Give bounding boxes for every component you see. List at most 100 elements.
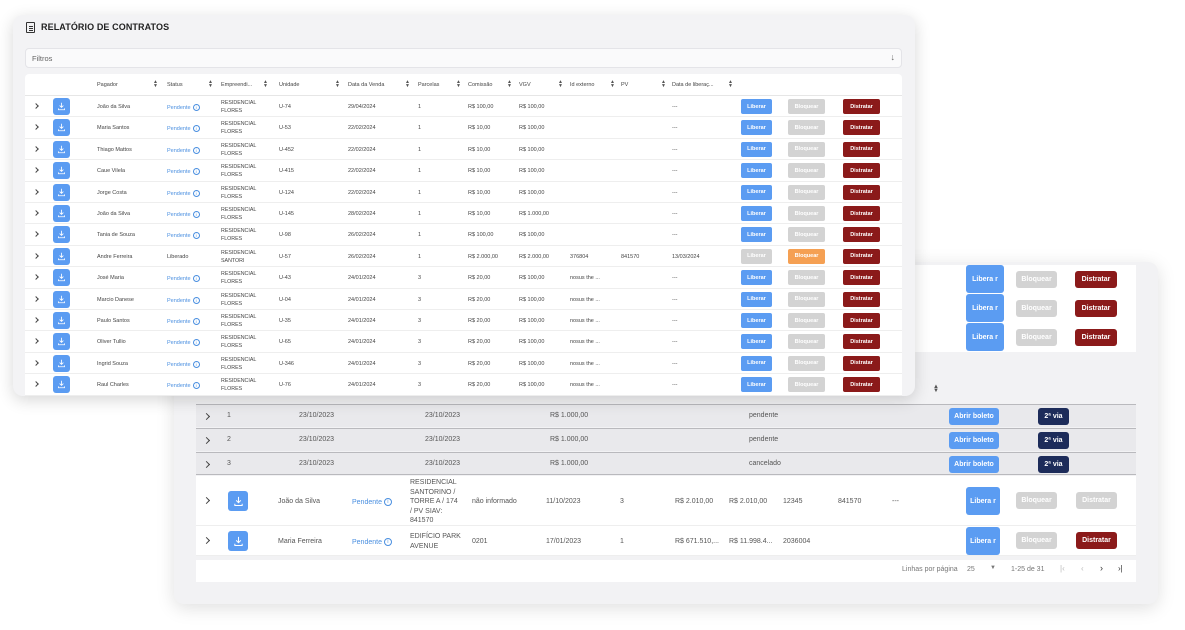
distratar-button[interactable]: Distratar xyxy=(843,291,880,307)
caret-down-icon[interactable]: ▼ xyxy=(990,565,996,571)
liberar-button[interactable]: Liberar xyxy=(741,355,772,371)
bloquear-button[interactable]: Bloquear xyxy=(788,163,825,179)
info-icon[interactable]: i xyxy=(192,125,200,133)
sort-icon[interactable]: ▲ ▼ xyxy=(933,384,939,394)
liberar-button[interactable]: Libera r xyxy=(966,294,1004,322)
download-button[interactable] xyxy=(53,98,70,115)
second-copy-button[interactable]: 2ª via xyxy=(1038,432,1069,449)
bloquear-button[interactable]: Bloquear xyxy=(788,270,825,286)
table-row[interactable]: Marcio Danese Pendente i RESIDENCIAL FLORES U… xyxy=(25,289,902,310)
bloquear-button[interactable]: Bloquear xyxy=(1016,271,1057,288)
column-header[interactable]: Parcelas xyxy=(418,82,440,88)
download-button[interactable] xyxy=(228,531,248,551)
liberar-button[interactable]: Libera r xyxy=(966,487,1000,515)
liberar-button[interactable]: Liberar xyxy=(741,99,772,114)
distratar-button[interactable]: Distratar xyxy=(843,227,880,243)
info-icon[interactable]: i xyxy=(192,146,200,154)
sort-icon[interactable]: ▲ ▼ xyxy=(208,79,213,89)
bloquear-button[interactable]: Bloquear xyxy=(788,334,825,350)
chevron-right-icon[interactable] xyxy=(33,231,39,238)
distratar-button[interactable]: Distratar xyxy=(1076,532,1117,549)
contract-row[interactable]: João da Silva Pendente i RESIDENCIAL SANT… xyxy=(196,476,1136,526)
table-row[interactable]: Tania de Souza Pendente i RESIDENCIAL FLORES… xyxy=(25,224,902,246)
table-row[interactable]: Ingrid Souza Pendente i RESIDENCIAL FLORES U-… xyxy=(25,353,902,375)
info-icon[interactable]: i xyxy=(192,360,200,368)
info-icon[interactable]: i xyxy=(192,104,200,111)
table-row[interactable]: Paulo Santos Pendente i RESIDENCIAL FLORES U-… xyxy=(25,310,902,332)
info-icon[interactable]: i xyxy=(192,211,200,218)
info-icon[interactable]: i xyxy=(192,275,200,283)
distratar-button[interactable]: Distratar xyxy=(843,355,880,371)
chevron-right-icon[interactable] xyxy=(202,412,211,421)
column-header[interactable]: Comissão xyxy=(468,82,493,88)
chevron-right-icon[interactable] xyxy=(33,295,39,302)
column-header[interactable]: Data de liberaç... xyxy=(672,82,714,88)
column-header[interactable]: Data da Venda xyxy=(348,82,385,88)
liberar-button[interactable]: Libera r xyxy=(966,527,1000,555)
download-button[interactable] xyxy=(53,140,70,158)
liberar-button[interactable]: Libera r xyxy=(966,323,1004,351)
liberar-button[interactable]: Liberar xyxy=(741,227,772,243)
column-header[interactable]: PV xyxy=(621,82,629,88)
bloquear-button[interactable]: Bloquear xyxy=(788,120,825,136)
download-button[interactable] xyxy=(53,376,70,394)
info-icon[interactable]: i xyxy=(383,538,392,546)
sort-icon[interactable]: ▲ ▼ xyxy=(153,79,158,89)
sort-icon[interactable]: ▲ ▼ xyxy=(405,79,410,89)
column-header[interactable]: Pagador xyxy=(97,82,118,88)
filters-toggle[interactable]: Filtros ↓ xyxy=(25,48,902,68)
download-button[interactable] xyxy=(53,226,70,244)
bloquear-button[interactable]: Bloquear xyxy=(788,99,825,114)
distratar-button[interactable]: Distratar xyxy=(1076,492,1117,509)
sort-icon[interactable]: ▲ ▼ xyxy=(507,79,512,89)
column-header[interactable]: Id externo xyxy=(570,82,595,88)
distratar-button[interactable]: Distratar xyxy=(843,313,880,328)
arrow-down-icon[interactable]: ↓ xyxy=(890,52,896,62)
distratar-button[interactable]: Distratar xyxy=(843,377,880,393)
download-button[interactable] xyxy=(53,247,70,265)
column-header[interactable]: Status xyxy=(167,82,183,88)
installment-row[interactable]: 1 23/10/2023 23/10/2023 R$ 1.000,00 pend… xyxy=(196,404,1136,427)
bloquear-button[interactable]: Bloquear xyxy=(1016,300,1057,317)
liberar-button[interactable]: Liberar xyxy=(741,377,772,393)
bloquear-button[interactable]: Bloquear xyxy=(1016,532,1057,549)
bloquear-button[interactable]: Bloquear xyxy=(788,355,825,371)
distratar-button[interactable]: Distratar xyxy=(843,206,880,221)
chevron-right-icon[interactable] xyxy=(202,436,211,445)
distratar-button[interactable]: Distratar xyxy=(843,120,880,136)
next-page-icon[interactable]: › xyxy=(1100,563,1103,573)
liberar-button[interactable]: Liberar xyxy=(741,206,772,221)
bloquear-button[interactable]: Bloquear xyxy=(788,377,825,393)
distratar-button[interactable]: Distratar xyxy=(843,99,880,114)
bloquear-button[interactable]: Bloquear xyxy=(1016,329,1057,346)
sort-icon[interactable]: ▲ ▼ xyxy=(610,79,615,89)
column-header[interactable]: VGV xyxy=(519,82,531,88)
liberar-button[interactable]: Liberar xyxy=(741,141,772,157)
bloquear-button[interactable]: Bloquear xyxy=(788,227,825,243)
distratar-button[interactable]: Distratar xyxy=(843,184,880,200)
info-icon[interactable]: i xyxy=(192,189,200,197)
table-row[interactable]: Caue Vilela Pendente i RESIDENCIAL FLORES U-4… xyxy=(25,160,902,182)
liberar-button[interactable]: Libera r xyxy=(966,265,1004,293)
table-row[interactable]: João da Silva Pendente i RESIDENCIAL FLORES U… xyxy=(25,203,902,225)
first-page-icon[interactable]: |‹ xyxy=(1060,564,1065,573)
distratar-button[interactable]: Distratar xyxy=(843,248,880,264)
chevron-right-icon[interactable] xyxy=(33,274,39,281)
chevron-right-icon[interactable] xyxy=(33,124,39,131)
chevron-right-icon[interactable] xyxy=(202,460,211,469)
download-button[interactable] xyxy=(53,290,70,308)
column-header[interactable]: Empreendi... xyxy=(221,82,253,88)
bloquear-button[interactable]: Bloquear xyxy=(788,313,825,328)
table-row[interactable]: João da Silva Pendente i RESIDENCIAL FLORES U… xyxy=(25,96,902,118)
sort-icon[interactable]: ▲ ▼ xyxy=(456,79,461,89)
chevron-right-icon[interactable] xyxy=(33,317,39,323)
download-button[interactable] xyxy=(53,333,70,351)
sort-icon[interactable]: ▲ ▼ xyxy=(263,79,268,89)
open-boleto-button[interactable]: Abrir boleto xyxy=(949,432,999,449)
bloquear-button[interactable]: Bloquear xyxy=(788,248,825,264)
chevron-right-icon[interactable] xyxy=(33,359,39,366)
info-icon[interactable]: i xyxy=(192,232,200,240)
download-button[interactable] xyxy=(53,269,70,287)
table-row[interactable]: Maria Santos Pendente i RESIDENCIAL FLORES U-… xyxy=(25,117,902,139)
download-button[interactable] xyxy=(53,354,70,372)
